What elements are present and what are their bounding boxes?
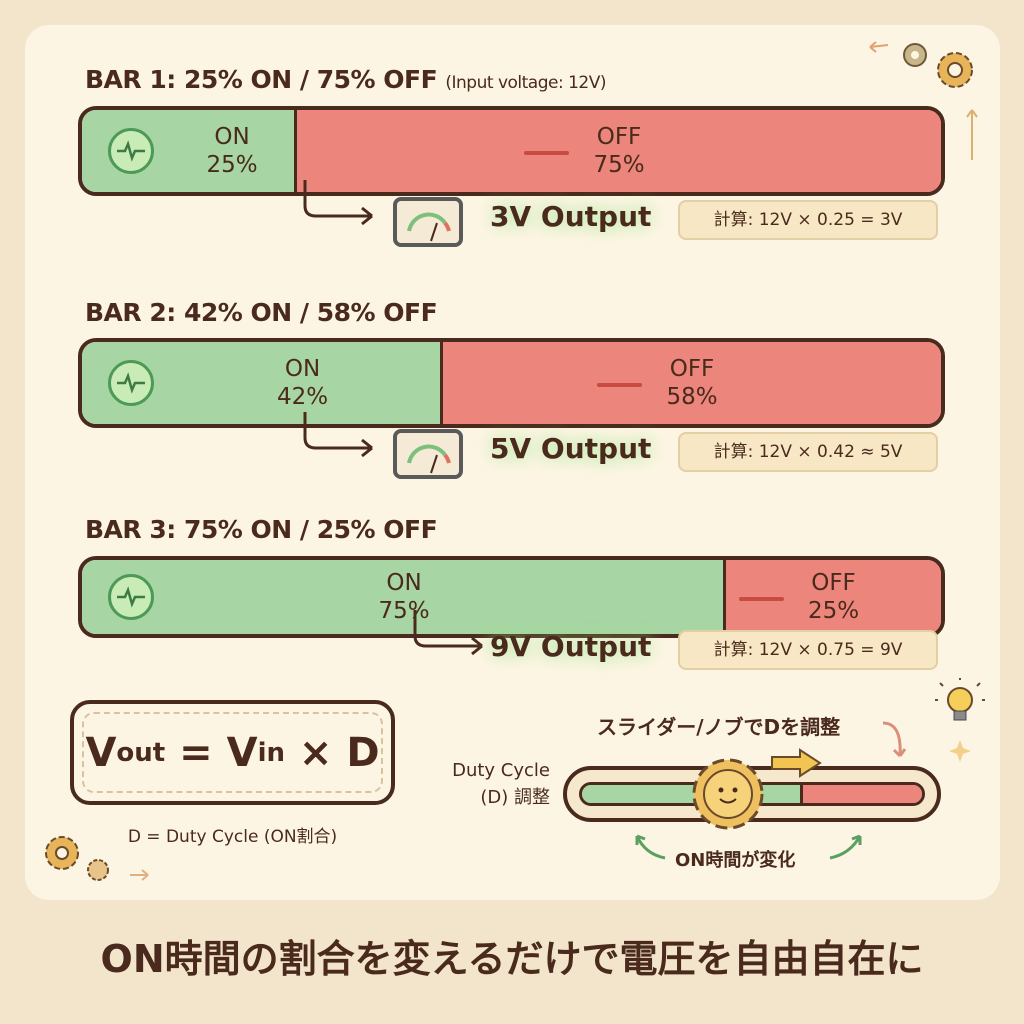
formula-v2: V [226, 729, 258, 776]
pulse-icon [108, 574, 154, 620]
formula-note: D = Duty Cycle (ON割合) [127, 827, 338, 847]
on-label: ON 25% [206, 123, 257, 179]
meter-icon [393, 197, 463, 247]
off-percent: 58% [666, 384, 718, 410]
slider-hint: スライダー/ノブでDを調整 [597, 715, 841, 739]
change-arrows-icon [635, 834, 862, 860]
duty-bar: ON 75% OFF 25% [78, 556, 945, 638]
on-percent: 42% [276, 384, 329, 410]
off-dash-icon [738, 597, 784, 601]
calculation-box: 計算: 12V × 0.75 = 9V [678, 630, 938, 670]
caption: ON時間の割合を変えるだけで電圧を自由自在に [100, 937, 924, 981]
bar-title-text: BAR 3: 75% ON / 25% OFF [85, 515, 438, 544]
on-segment: ON 25% [82, 110, 297, 192]
bar-title-text: BAR 1: 25% ON / 75% OFF [85, 65, 438, 94]
output-voltage: 9V Output [490, 630, 652, 663]
duty-bar: ON 42% OFF 58% [78, 338, 945, 428]
calculation-box: 計算: 12V × 0.25 = 3V [678, 200, 938, 240]
output-voltage: 5V Output [490, 432, 652, 465]
off-label: OFF 58% [666, 355, 717, 411]
pulse-icon [108, 360, 154, 406]
on-segment: ON 42% [82, 342, 443, 424]
gear-icon [869, 41, 978, 160]
lightbulb-icon [935, 678, 985, 762]
calculation-box: 計算: 12V × 0.42 ≈ 5V [678, 432, 938, 472]
arrow-right-icon [771, 748, 822, 778]
formula-eq: = [165, 729, 227, 776]
slider-label-line1: Duty Cycle [452, 760, 550, 781]
off-label-text: OFF [669, 356, 715, 382]
output-voltage: 3V Output [490, 200, 652, 233]
arrow-icon [303, 412, 373, 458]
off-segment: OFF 58% [443, 342, 941, 424]
arrow-icon [413, 610, 483, 656]
curved-arrow-icon [882, 721, 907, 758]
off-label-text: OFF [811, 570, 856, 596]
on-label: ON 42% [277, 355, 328, 411]
bar-title: BAR 3: 75% ON / 25% OFF [85, 515, 438, 544]
formula-v: V [85, 729, 117, 776]
duty-bar: ON 25% OFF 75% [78, 106, 945, 196]
arrow-icon [303, 180, 373, 226]
on-label-text: ON [386, 570, 422, 596]
bar-title: BAR 2: 42% ON / 58% OFF [85, 298, 438, 327]
meter-icon [393, 429, 463, 479]
formula-in: in [257, 737, 285, 768]
bar-title: BAR 1: 25% ON / 75% OFF (Input voltage: … [85, 65, 606, 94]
gear-icon [45, 836, 149, 881]
on-percent: 75% [378, 598, 430, 624]
pulse-icon [108, 128, 154, 174]
bar-note: (Input voltage: 12V) [445, 73, 606, 93]
bar-title-text: BAR 2: 42% ON / 58% OFF [85, 298, 438, 327]
on-label-text: ON [214, 124, 250, 150]
off-label: OFF 25% [808, 569, 859, 625]
on-time-change-label: ON時間が変化 [675, 850, 796, 871]
off-dash-icon [524, 151, 569, 155]
off-percent: 75% [593, 152, 645, 178]
off-percent: 25% [807, 598, 860, 624]
gear-knob-icon[interactable] [686, 752, 770, 836]
slider-off-fill [803, 785, 922, 803]
off-segment: OFF 75% [297, 110, 941, 192]
off-dash-icon [597, 383, 642, 387]
on-segment: ON 75% [82, 560, 726, 634]
slider-label: Duty Cycle (D) 調整 [430, 757, 550, 811]
off-segment: OFF 25% [726, 560, 941, 634]
on-percent: 25% [206, 152, 258, 178]
slider-label-line2: (D) 調整 [480, 787, 550, 808]
on-label: ON 75% [378, 569, 429, 625]
on-label-text: ON [284, 356, 321, 382]
formula-out: out [116, 737, 166, 768]
off-label-text: OFF [596, 124, 642, 150]
formula-times: × D [284, 729, 380, 776]
off-label: OFF 75% [593, 123, 644, 179]
